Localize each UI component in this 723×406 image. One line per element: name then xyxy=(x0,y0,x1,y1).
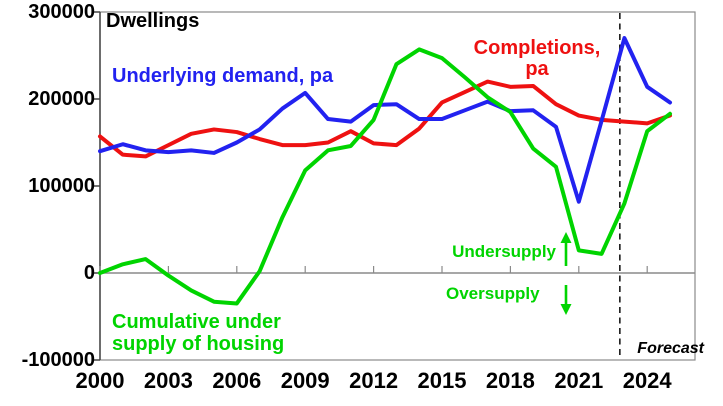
oversupply-annotation: Oversupply xyxy=(446,284,540,303)
series-label-completions-line1: Completions, xyxy=(473,37,601,59)
x-tick-label: 2015 xyxy=(417,368,467,393)
undersupply-annotation: Undersupply xyxy=(452,242,556,261)
x-tick-label: 2018 xyxy=(485,368,535,393)
y-tick-label: 0 xyxy=(83,262,95,284)
completions-line xyxy=(98,79,672,159)
series-label-completions: Completions, pa xyxy=(458,38,616,80)
x-tick-label: 2012 xyxy=(349,368,399,393)
chart-title: Dwellings xyxy=(106,10,200,32)
undersupply-arrowhead-icon xyxy=(560,232,572,243)
y-tick-label: 300000 xyxy=(28,1,95,23)
cumulative-line xyxy=(98,47,672,306)
forecast-annotation: Forecast xyxy=(637,340,704,357)
x-tick-label: 2003 xyxy=(143,368,193,393)
series-label-completions-line2: pa xyxy=(525,58,549,80)
x-tick-label: 2006 xyxy=(212,368,262,393)
series-label-cumulative-line1: Cumulative under xyxy=(112,311,281,333)
oversupply-arrowhead-icon xyxy=(560,304,572,315)
series-label-cumulative-undersupply: Cumulative under supply of housing xyxy=(112,311,284,355)
y-tick-label: -100000 xyxy=(21,349,95,371)
y-tick-label: 200000 xyxy=(28,88,95,110)
x-tick-label: 2000 xyxy=(75,368,125,393)
y-tick-label: 100000 xyxy=(28,175,95,197)
demand-line xyxy=(98,36,672,204)
series-label-cumulative-line2: supply of housing xyxy=(112,333,285,355)
x-tick-label: 2009 xyxy=(280,368,330,393)
x-tick-label: 2021 xyxy=(554,368,604,393)
x-tick-label: 2024 xyxy=(622,368,672,393)
series-label-underlying-demand: Underlying demand, pa xyxy=(112,65,334,87)
